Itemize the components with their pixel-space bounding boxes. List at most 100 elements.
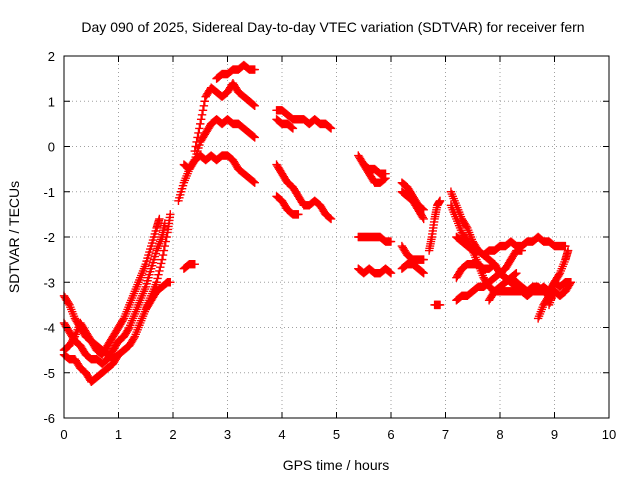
data-point-marker	[198, 106, 208, 115]
data-point-marker	[191, 142, 200, 151]
data-point-marker	[418, 213, 427, 222]
data-series-track-13	[272, 160, 336, 224]
data-point-marker	[511, 269, 520, 279]
data-point-marker	[419, 214, 428, 224]
data-series-track-12	[272, 115, 298, 133]
data-point-marker	[326, 214, 336, 224]
data-point-marker	[200, 97, 209, 106]
y-tick-label: -3	[43, 275, 55, 290]
data-point-marker	[565, 279, 575, 288]
data-point-marker	[193, 133, 202, 142]
data-series-track-28	[452, 259, 576, 296]
data-point-marker	[156, 259, 166, 268]
data-point-marker	[381, 173, 390, 183]
data-point-marker	[197, 110, 207, 120]
y-tick-label: -6	[43, 411, 55, 426]
y-axis-label: SDTVAR / TECUs	[6, 181, 22, 293]
data-series-track-23	[424, 196, 445, 255]
data-point-marker	[190, 146, 199, 156]
data-point-marker	[517, 246, 526, 255]
data-point-marker	[250, 65, 259, 74]
data-series-track-5	[141, 278, 175, 314]
data-point-marker	[380, 174, 389, 184]
y-tick-label: -1	[43, 185, 55, 200]
data-point-marker	[159, 246, 169, 255]
y-tick-label: 1	[48, 94, 55, 109]
data-point-marker	[195, 124, 204, 133]
data-point-marker	[435, 300, 445, 310]
data-point-marker	[250, 133, 259, 142]
data-point-marker	[250, 178, 259, 187]
data-point-marker	[512, 269, 521, 278]
data-point-marker	[561, 241, 570, 251]
data-point-marker	[325, 123, 335, 132]
data-point-marker	[249, 100, 259, 110]
data-point-marker	[190, 259, 199, 269]
x-tick-label: 1	[115, 427, 122, 442]
x-tick-label: 0	[60, 427, 67, 442]
data-series-track-20	[397, 187, 428, 224]
data-series-track-29	[452, 246, 526, 305]
x-tick-label: 3	[224, 427, 231, 442]
data-point-marker	[287, 123, 297, 132]
data-point-marker	[419, 269, 428, 278]
data-series-track-22	[397, 259, 428, 278]
x-tick-label: 7	[442, 427, 449, 442]
data-series-track-14	[272, 192, 303, 219]
data-point-marker	[189, 157, 199, 166]
data-point-marker	[386, 269, 396, 278]
data-series-track-17	[354, 232, 396, 246]
data-series-track-7	[174, 151, 259, 205]
data-series-track-32	[544, 278, 576, 310]
data-point-marker	[194, 128, 203, 138]
y-tick-label: -5	[43, 366, 55, 381]
data-series-track-6	[179, 259, 199, 273]
y-tick-label: -2	[43, 230, 55, 245]
x-tick-label: 10	[602, 427, 616, 442]
x-tick-label: 5	[333, 427, 340, 442]
y-tick-label: -4	[43, 321, 55, 336]
data-point-marker	[199, 101, 209, 110]
data-point-marker	[160, 219, 170, 228]
data-point-marker	[196, 115, 206, 124]
data-series-track-18	[354, 264, 396, 278]
data-point-marker	[155, 214, 164, 224]
data-point-marker	[386, 237, 396, 246]
data-point-marker	[294, 210, 303, 219]
data-series-track-2	[59, 210, 175, 386]
x-tick-label: 4	[278, 427, 285, 442]
data-series-track-11	[272, 106, 336, 133]
data-point-marker	[326, 124, 336, 133]
data-point-marker	[250, 101, 259, 110]
data-series-track-10	[212, 60, 259, 83]
data-point-marker	[153, 274, 162, 283]
data-point-marker	[325, 213, 335, 223]
data-series-track-8	[179, 115, 259, 174]
y-tick-label: 2	[48, 49, 55, 64]
y-tick-label: 0	[48, 140, 55, 155]
data-point-marker	[435, 196, 445, 205]
data-layer	[59, 60, 576, 386]
data-point-marker	[192, 137, 201, 147]
data-point-marker	[157, 255, 167, 264]
data-point-marker	[166, 278, 175, 287]
data-series-track-24	[430, 300, 445, 310]
data-series-track-30	[484, 269, 521, 305]
data-point-marker	[385, 268, 395, 277]
data-series-track-16	[359, 160, 390, 187]
data-point-marker	[156, 262, 165, 272]
data-series-track-4	[59, 214, 164, 359]
data-point-marker	[152, 278, 161, 287]
data-point-marker	[566, 278, 576, 287]
data-series-track-31	[533, 246, 573, 323]
data-point-marker	[288, 124, 298, 133]
chart-title: Day 090 of 2025, Sidereal Day-to-day VTE…	[81, 19, 584, 35]
data-point-marker	[563, 246, 573, 255]
data-series-track-27	[452, 232, 570, 260]
x-tick-label: 9	[551, 427, 558, 442]
data-point-marker	[249, 132, 259, 141]
data-point-marker	[166, 210, 175, 219]
data-point-marker	[418, 268, 427, 277]
x-tick-label: 8	[496, 427, 503, 442]
data-point-marker	[158, 250, 168, 260]
